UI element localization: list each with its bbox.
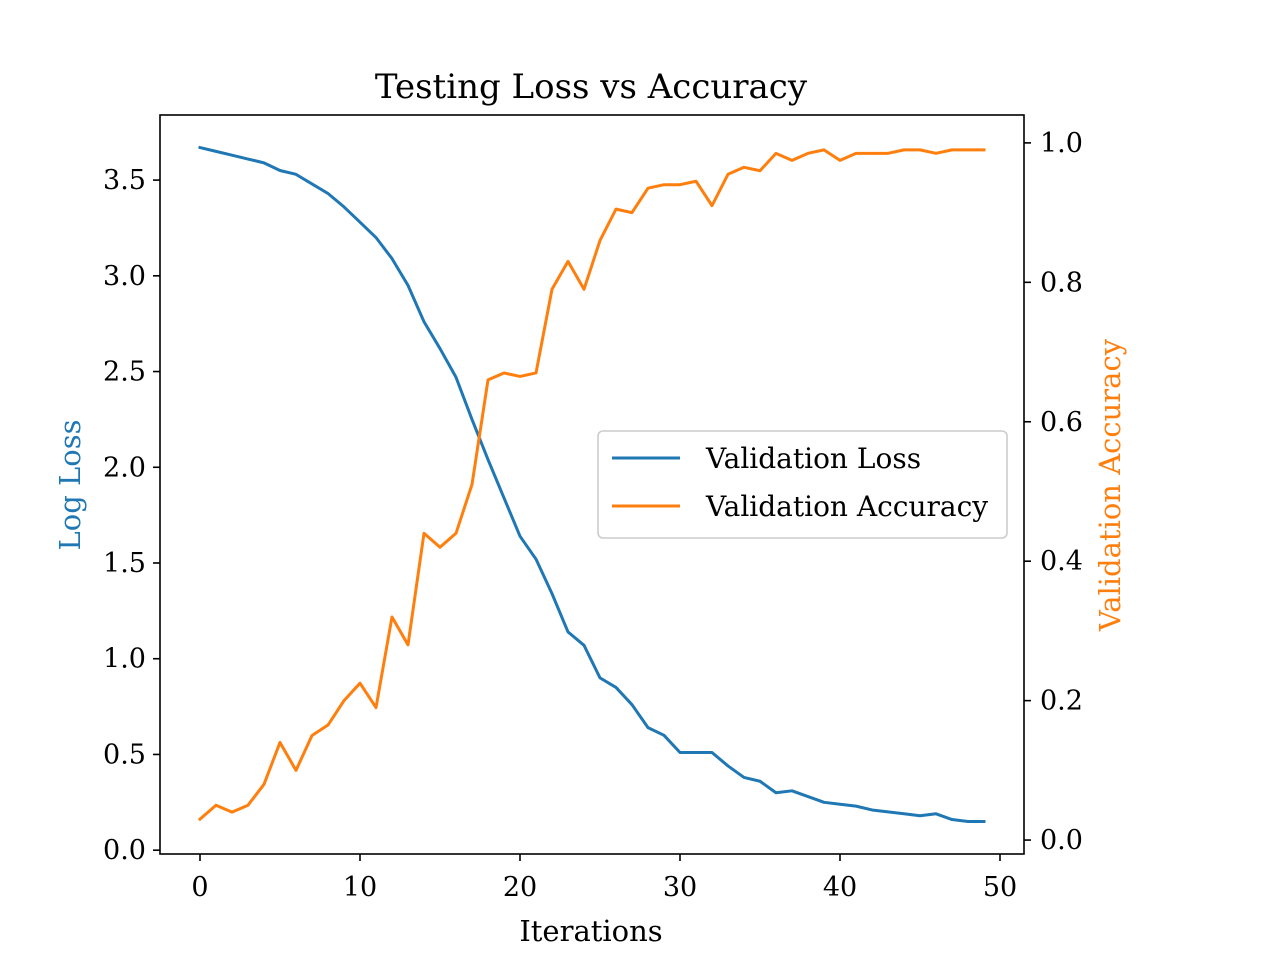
y-axis-left: 0.0 0.5 1.0 1.5 2.0 2.5 3.0 3.5 <box>103 165 160 866</box>
chart-title: Testing Loss vs Accuracy <box>375 67 808 107</box>
series-layer <box>197 145 986 823</box>
y-axis-left-label: Log Loss <box>53 420 87 551</box>
y-left-tick-label: 3.0 <box>103 261 146 292</box>
y-right-tick-label: 1.0 <box>1040 128 1083 159</box>
x-tick-label: 10 <box>343 872 377 903</box>
y-left-tick-label: 0.5 <box>103 739 146 770</box>
series-line-validation-loss <box>198 145 986 823</box>
y-left-tick-label: 2.5 <box>103 357 146 388</box>
y-right-tick-label: 0.6 <box>1040 407 1083 438</box>
y-axis-right: 0.0 0.2 0.4 0.6 0.8 1.0 <box>1024 128 1083 856</box>
legend-box <box>597 430 1008 539</box>
y-left-tick-label: 1.5 <box>103 548 146 579</box>
y-left-tick-label: 1.0 <box>103 644 146 675</box>
x-axis-label: Iterations <box>519 914 662 948</box>
x-tick-label: 40 <box>823 872 857 903</box>
plot-frame <box>159 114 1025 855</box>
x-tick-label: 0 <box>191 872 208 903</box>
x-tick-label: 30 <box>663 872 697 903</box>
y-left-tick-label: 3.5 <box>103 165 146 196</box>
legend-label-validation-accuracy: Validation Accuracy <box>705 490 988 523</box>
y-left-tick-label: 2.0 <box>103 452 146 483</box>
y-right-tick-label: 0.2 <box>1040 686 1083 717</box>
y-right-tick-label: 0.4 <box>1040 546 1083 577</box>
series-line-validation-accuracy <box>197 148 986 822</box>
x-tick-label: 50 <box>983 872 1017 903</box>
y-left-tick-label: 0.0 <box>103 835 146 866</box>
y-right-tick-label: 0.8 <box>1040 267 1083 298</box>
legend-label-validation-loss: Validation Loss <box>705 442 921 475</box>
y-axis-right-label: Validation Accuracy <box>1093 338 1127 632</box>
y-right-tick-label: 0.0 <box>1040 825 1083 856</box>
legend: Validation Loss Validation Accuracy <box>597 430 1008 539</box>
x-tick-label: 20 <box>503 872 537 903</box>
x-axis: 0 10 20 30 40 50 <box>191 854 1017 903</box>
